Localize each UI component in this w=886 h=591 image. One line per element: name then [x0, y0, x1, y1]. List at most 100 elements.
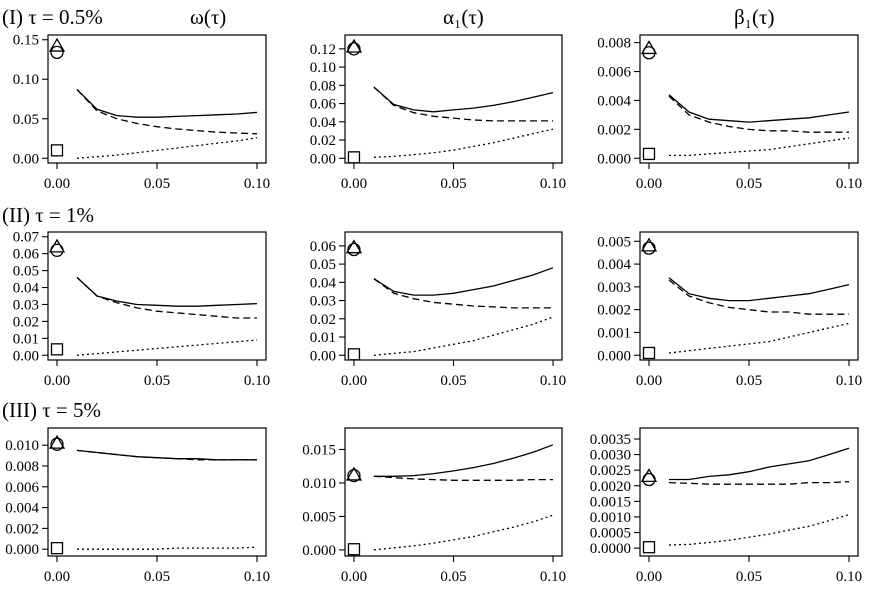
triangle-marker	[48, 434, 66, 449]
plot-frame	[344, 231, 563, 361]
y-tick-label: 0.006	[597, 65, 631, 81]
circle-marker	[50, 437, 64, 451]
y-tick-label: 0.002	[597, 122, 631, 138]
x-tick-label: 0.00	[341, 569, 367, 585]
y-tick-label: 0.06	[13, 247, 40, 263]
y-tick-label: 0.005	[302, 509, 336, 525]
y-tick-label: 0.01	[13, 331, 39, 347]
plot-frame	[344, 34, 563, 164]
y-tick-label: 0.07	[13, 230, 40, 246]
series-dotted	[668, 513, 850, 546]
y-tick-label: 0.06	[310, 239, 337, 255]
y-tick-label: 0.03	[310, 294, 336, 310]
y-tick-label: 0.02	[13, 314, 39, 330]
y-tick-label: 0.04	[310, 275, 337, 291]
circle-marker	[642, 46, 656, 60]
series-solid	[373, 267, 554, 296]
y-tick-label: 0.010	[302, 476, 336, 492]
y-tick-label: 0.01	[310, 330, 336, 346]
x-tick-label: 0.10	[836, 569, 862, 585]
x-tick-label: 0.10	[244, 569, 270, 585]
circle-marker	[347, 242, 361, 257]
y-tick-label: 0.10	[310, 60, 336, 76]
panel-1-3: 0.000 0.002 0.004 0.006 0.008 0.00 0.05 0.10	[597, 34, 862, 192]
x-tick-label: 0.05	[144, 176, 170, 192]
series-solid	[373, 444, 554, 477]
x-tick-label: 0.05	[440, 373, 466, 389]
circle-marker	[347, 468, 361, 483]
y-tick-label: 0.0035	[590, 432, 631, 448]
y-tick-label: 0.00	[13, 151, 39, 167]
x-tick-label: 0.00	[636, 373, 662, 389]
x-tick-label: 0.00	[341, 176, 367, 192]
x-tick-label: 0.00	[44, 176, 70, 192]
series-dotted	[669, 137, 850, 157]
y-tick-label: 0.004	[597, 257, 631, 273]
series-dashed	[76, 276, 257, 319]
series-dashed	[373, 475, 553, 481]
series-solid	[76, 276, 258, 307]
y-tick-label: 0.05	[13, 264, 39, 280]
x-tick-label: 0.05	[736, 569, 762, 585]
row-title-1: (I) τ = 0.5%	[2, 5, 103, 29]
square-marker	[347, 348, 361, 361]
panel-3-1: 0.000 0.002 0.004 0.006 0.008 0.010 0.00 0.05 0.…	[5, 427, 270, 585]
y-tick-label: 0.001	[597, 325, 631, 341]
y-tick-label: 0.0015	[590, 494, 631, 510]
y-tick-label: 0.005	[597, 234, 631, 250]
y-tick-label: 0.00	[310, 151, 336, 167]
y-tick-label: 0.002	[5, 521, 39, 537]
x-tick-label: 0.00	[44, 373, 70, 389]
square-marker	[642, 541, 656, 554]
series-dashed	[373, 86, 553, 122]
panel-2-2: 0.00 0.01 0.02 0.03 0.04 0.05 0.06 0.00 0.05 0.10	[310, 231, 566, 389]
y-tick-label: 0.05	[13, 112, 39, 128]
series-dotted	[76, 137, 258, 159]
y-tick-label: 0.0030	[590, 448, 631, 464]
circle-marker	[50, 243, 64, 257]
plot-frame	[639, 231, 859, 361]
series-solid	[668, 94, 850, 123]
series-dashed	[373, 278, 553, 309]
y-tick-label: 0.015	[302, 442, 336, 458]
circle-marker	[347, 42, 361, 56]
x-tick-label: 0.10	[540, 176, 566, 192]
y-tick-label: 0.000	[597, 348, 631, 364]
triangle-marker	[48, 37, 66, 52]
y-tick-label: 0.000	[597, 151, 631, 167]
panel-1-2: 0.00 0.02 0.04 0.06 0.08 0.10 0.12 0.00 0.05 0.10	[310, 34, 566, 192]
y-tick-label: 0.0000	[590, 541, 631, 557]
y-tick-label: 0.000	[5, 542, 39, 558]
series-solid	[76, 89, 258, 118]
x-tick-label: 0.05	[736, 176, 762, 192]
panel-grid: 0.00 0.05 0.10 0.15 0.00 0.05 0.10 0.00 0.02 0.04…	[5, 33, 862, 585]
y-tick-label: 0.00	[310, 348, 336, 364]
square-marker	[642, 346, 656, 360]
y-tick-label: 0.003	[597, 280, 631, 296]
x-tick-label: 0.05	[144, 373, 170, 389]
square-marker	[50, 343, 64, 356]
y-tick-label: 0.04	[13, 281, 40, 297]
y-tick-label: 0.000	[302, 543, 336, 559]
square-marker	[50, 541, 64, 555]
x-tick-label: 0.00	[44, 569, 70, 585]
triangle-marker	[345, 38, 363, 53]
triangle-marker	[640, 237, 658, 252]
y-tick-label: 0.006	[5, 480, 39, 496]
series-dashed	[76, 89, 258, 135]
panel-2-1: 0.000.010.020.030.040.050.060.070.00 0.05…	[13, 230, 270, 389]
square-marker	[347, 151, 361, 164]
series-solid	[373, 86, 554, 113]
square-marker	[642, 147, 656, 161]
x-tick-label: 0.10	[836, 176, 862, 192]
x-tick-label: 0.10	[540, 569, 566, 585]
x-tick-label: 0.05	[144, 569, 170, 585]
series-dashed	[668, 95, 849, 133]
square-marker	[50, 144, 64, 157]
x-tick-label: 0.00	[636, 569, 662, 585]
y-tick-label: 0.004	[597, 93, 631, 109]
plot-frame	[344, 427, 563, 557]
y-tick-label: 0.12	[310, 42, 336, 58]
y-tick-label: 0.002	[597, 303, 631, 319]
